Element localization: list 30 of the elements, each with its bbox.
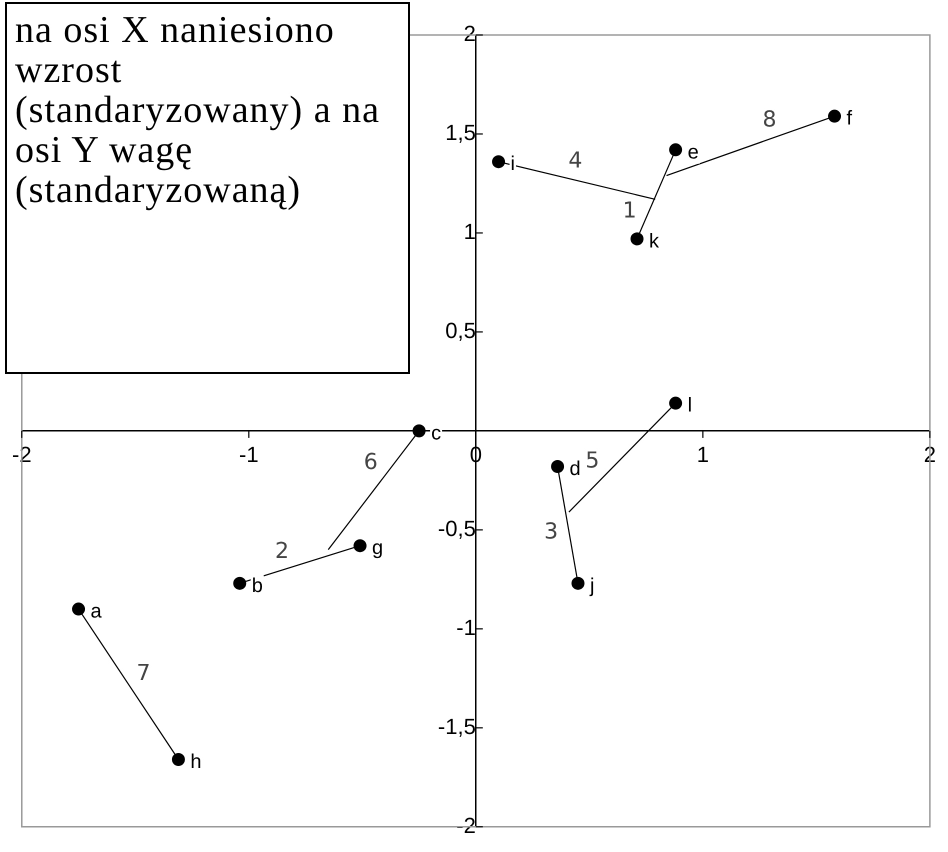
data-label: a	[90, 600, 103, 623]
data-label: i	[510, 153, 515, 176]
data-label: j	[588, 574, 594, 597]
data-label: f	[846, 108, 853, 130]
y-tick-label: 2	[464, 21, 476, 46]
y-tick-label: 1	[464, 219, 476, 244]
y-tick-label: -1,5	[438, 714, 476, 739]
data-label: d	[570, 458, 581, 480]
annotation: 6	[364, 450, 378, 476]
annotation: 4	[568, 148, 582, 174]
data-label: c	[431, 422, 442, 444]
data-label: k	[649, 230, 660, 252]
data-label: h	[190, 751, 202, 774]
annotation: 1	[622, 198, 637, 224]
annotation: 2	[275, 539, 290, 564]
data-label: b	[252, 574, 263, 597]
y-tick-label: 1,5	[445, 120, 476, 146]
annotation: 8	[762, 108, 777, 133]
x-tick-label: 1	[696, 442, 709, 468]
data-label: e	[688, 141, 699, 164]
y-tick-label: -0,5	[438, 516, 476, 541]
annotation: 7	[136, 661, 150, 686]
annotation: 3	[544, 520, 558, 545]
data-label: g	[372, 537, 384, 560]
note-box: na osi X naniesiono wzrost (standaryzowany) a na osi Y wagę (standaryzowaną)	[5, 2, 410, 374]
y-tick-label: 0,5	[445, 318, 476, 343]
x-tick-label: -1	[239, 442, 259, 468]
data-label: l	[688, 394, 692, 417]
annotation: 5	[585, 448, 600, 474]
y-tick-label: -1	[456, 614, 476, 640]
